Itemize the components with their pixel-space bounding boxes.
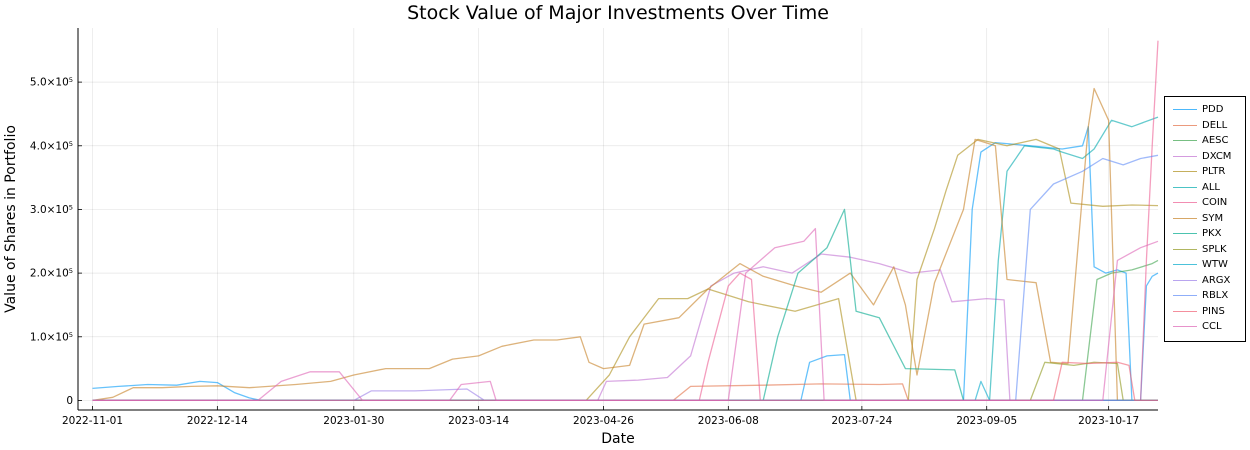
legend-item-splk: SPLK (1165, 242, 1245, 257)
legend-swatch (1173, 233, 1197, 235)
x-tick-label: 2023-07-24 (831, 415, 892, 427)
legend-swatch (1173, 186, 1197, 188)
legend-label: PKX (1202, 228, 1222, 239)
legend-label: RBLX (1202, 290, 1229, 301)
x-tick-label: 2022-12-14 (187, 415, 248, 427)
y-tick-label: 1.0×10⁵ (30, 331, 73, 343)
legend-swatch (1173, 124, 1197, 126)
x-tick-label: 2023-01-30 (323, 415, 384, 427)
legend-item-sym: SYM (1165, 211, 1245, 226)
series-line-coin (92, 40, 1159, 402)
y-tick-label: 5.0×10⁵ (30, 77, 73, 89)
legend-swatch (1173, 295, 1197, 297)
legend-item-pkx: PKX (1165, 226, 1245, 241)
legend-label: PLTR (1202, 166, 1226, 177)
legend-label: ARGX (1202, 274, 1231, 286)
legend-label: ALL (1202, 181, 1220, 193)
x-tick-label: 2022-11-01 (62, 415, 123, 427)
legend-label: PDD (1202, 104, 1224, 115)
legend-swatch (1173, 140, 1197, 142)
series-line-pdd (92, 126, 1159, 402)
legend-label: WTW (1202, 259, 1228, 270)
legend-swatch (1173, 279, 1197, 281)
x-tick-label: 2023-04-26 (573, 415, 634, 427)
legend-swatch (1173, 264, 1197, 266)
series-line-dxcm (92, 253, 1158, 402)
legend-item-wtw: WTW (1165, 257, 1245, 272)
legend-swatch (1173, 310, 1197, 312)
y-tick-label: 4.0×10⁵ (30, 140, 73, 152)
legend-swatch (1173, 109, 1197, 111)
x-tick-label: 2023-10-17 (1078, 415, 1139, 427)
legend-item-argx: ARGX (1165, 273, 1245, 288)
legend-item-aesc: AESC (1165, 133, 1245, 148)
legend-swatch (1173, 217, 1197, 219)
series-line-aesc (92, 259, 1159, 402)
series-line-dell (92, 383, 1158, 402)
x-tick-label: 2023-06-08 (698, 415, 759, 427)
y-axis-label: Value of Shares in Portfolio (3, 125, 19, 313)
legend-item-dxcm: DXCM (1165, 149, 1245, 164)
legend-item-pltr: PLTR (1165, 164, 1245, 179)
series-line-splk (92, 361, 1158, 402)
legend-label: SPLK (1202, 243, 1227, 255)
series-line-all (92, 116, 1159, 402)
x-tick-label: 2023-03-14 (448, 415, 509, 427)
x-tick-label: 2023-09-05 (956, 415, 1017, 427)
series-line-rblx (92, 154, 1159, 402)
legend-label: DELL (1202, 119, 1228, 131)
legend-swatch (1173, 248, 1197, 250)
legend-label: COIN (1202, 197, 1228, 208)
legend-item-all: ALL (1165, 180, 1245, 195)
legend-swatch (1173, 326, 1197, 328)
legend-swatch (1173, 171, 1197, 173)
legend-item-ccl: CCL (1165, 319, 1245, 334)
legend-label: CCL (1202, 321, 1222, 332)
legend-swatch (1173, 202, 1197, 204)
legend-label: PINS (1202, 305, 1225, 317)
series-line-pkx (92, 208, 1158, 402)
legend-item-dell: DELL (1165, 118, 1245, 133)
legend-item-coin: COIN (1165, 195, 1245, 210)
legend-item-rblx: RBLX (1165, 288, 1245, 303)
legend: PDD DELL AESC DXCM PLTR ALL COIN SYM PKX SPLK WTW A… (1164, 96, 1246, 342)
axes: 2022-11-01 2022-12-14 2023-01-30 2023-03-14… (30, 28, 1158, 427)
grid (78, 28, 1158, 410)
legend-item-pins: PINS (1165, 304, 1245, 319)
x-axis-label: Date (601, 431, 634, 447)
y-tick-label: 2.0×10⁵ (30, 268, 73, 280)
series-line-sym (92, 87, 1158, 402)
y-tick-label: 3.0×10⁵ (30, 204, 73, 216)
legend-label: SYM (1202, 212, 1224, 224)
y-tick-label: 0 (66, 395, 73, 407)
series-lines (92, 40, 1159, 402)
legend-label: DXCM (1202, 150, 1232, 162)
legend-swatch (1173, 155, 1197, 157)
series-line-wtw (92, 380, 1158, 402)
series-line-ccl (92, 227, 1159, 402)
series-line-pltr (92, 138, 1159, 402)
legend-item-pdd: PDD (1165, 102, 1245, 117)
chart-title: Stock Value of Major Investments Over Ti… (407, 2, 829, 24)
legend-label: AESC (1202, 135, 1229, 146)
series-line-pins (92, 361, 1158, 402)
